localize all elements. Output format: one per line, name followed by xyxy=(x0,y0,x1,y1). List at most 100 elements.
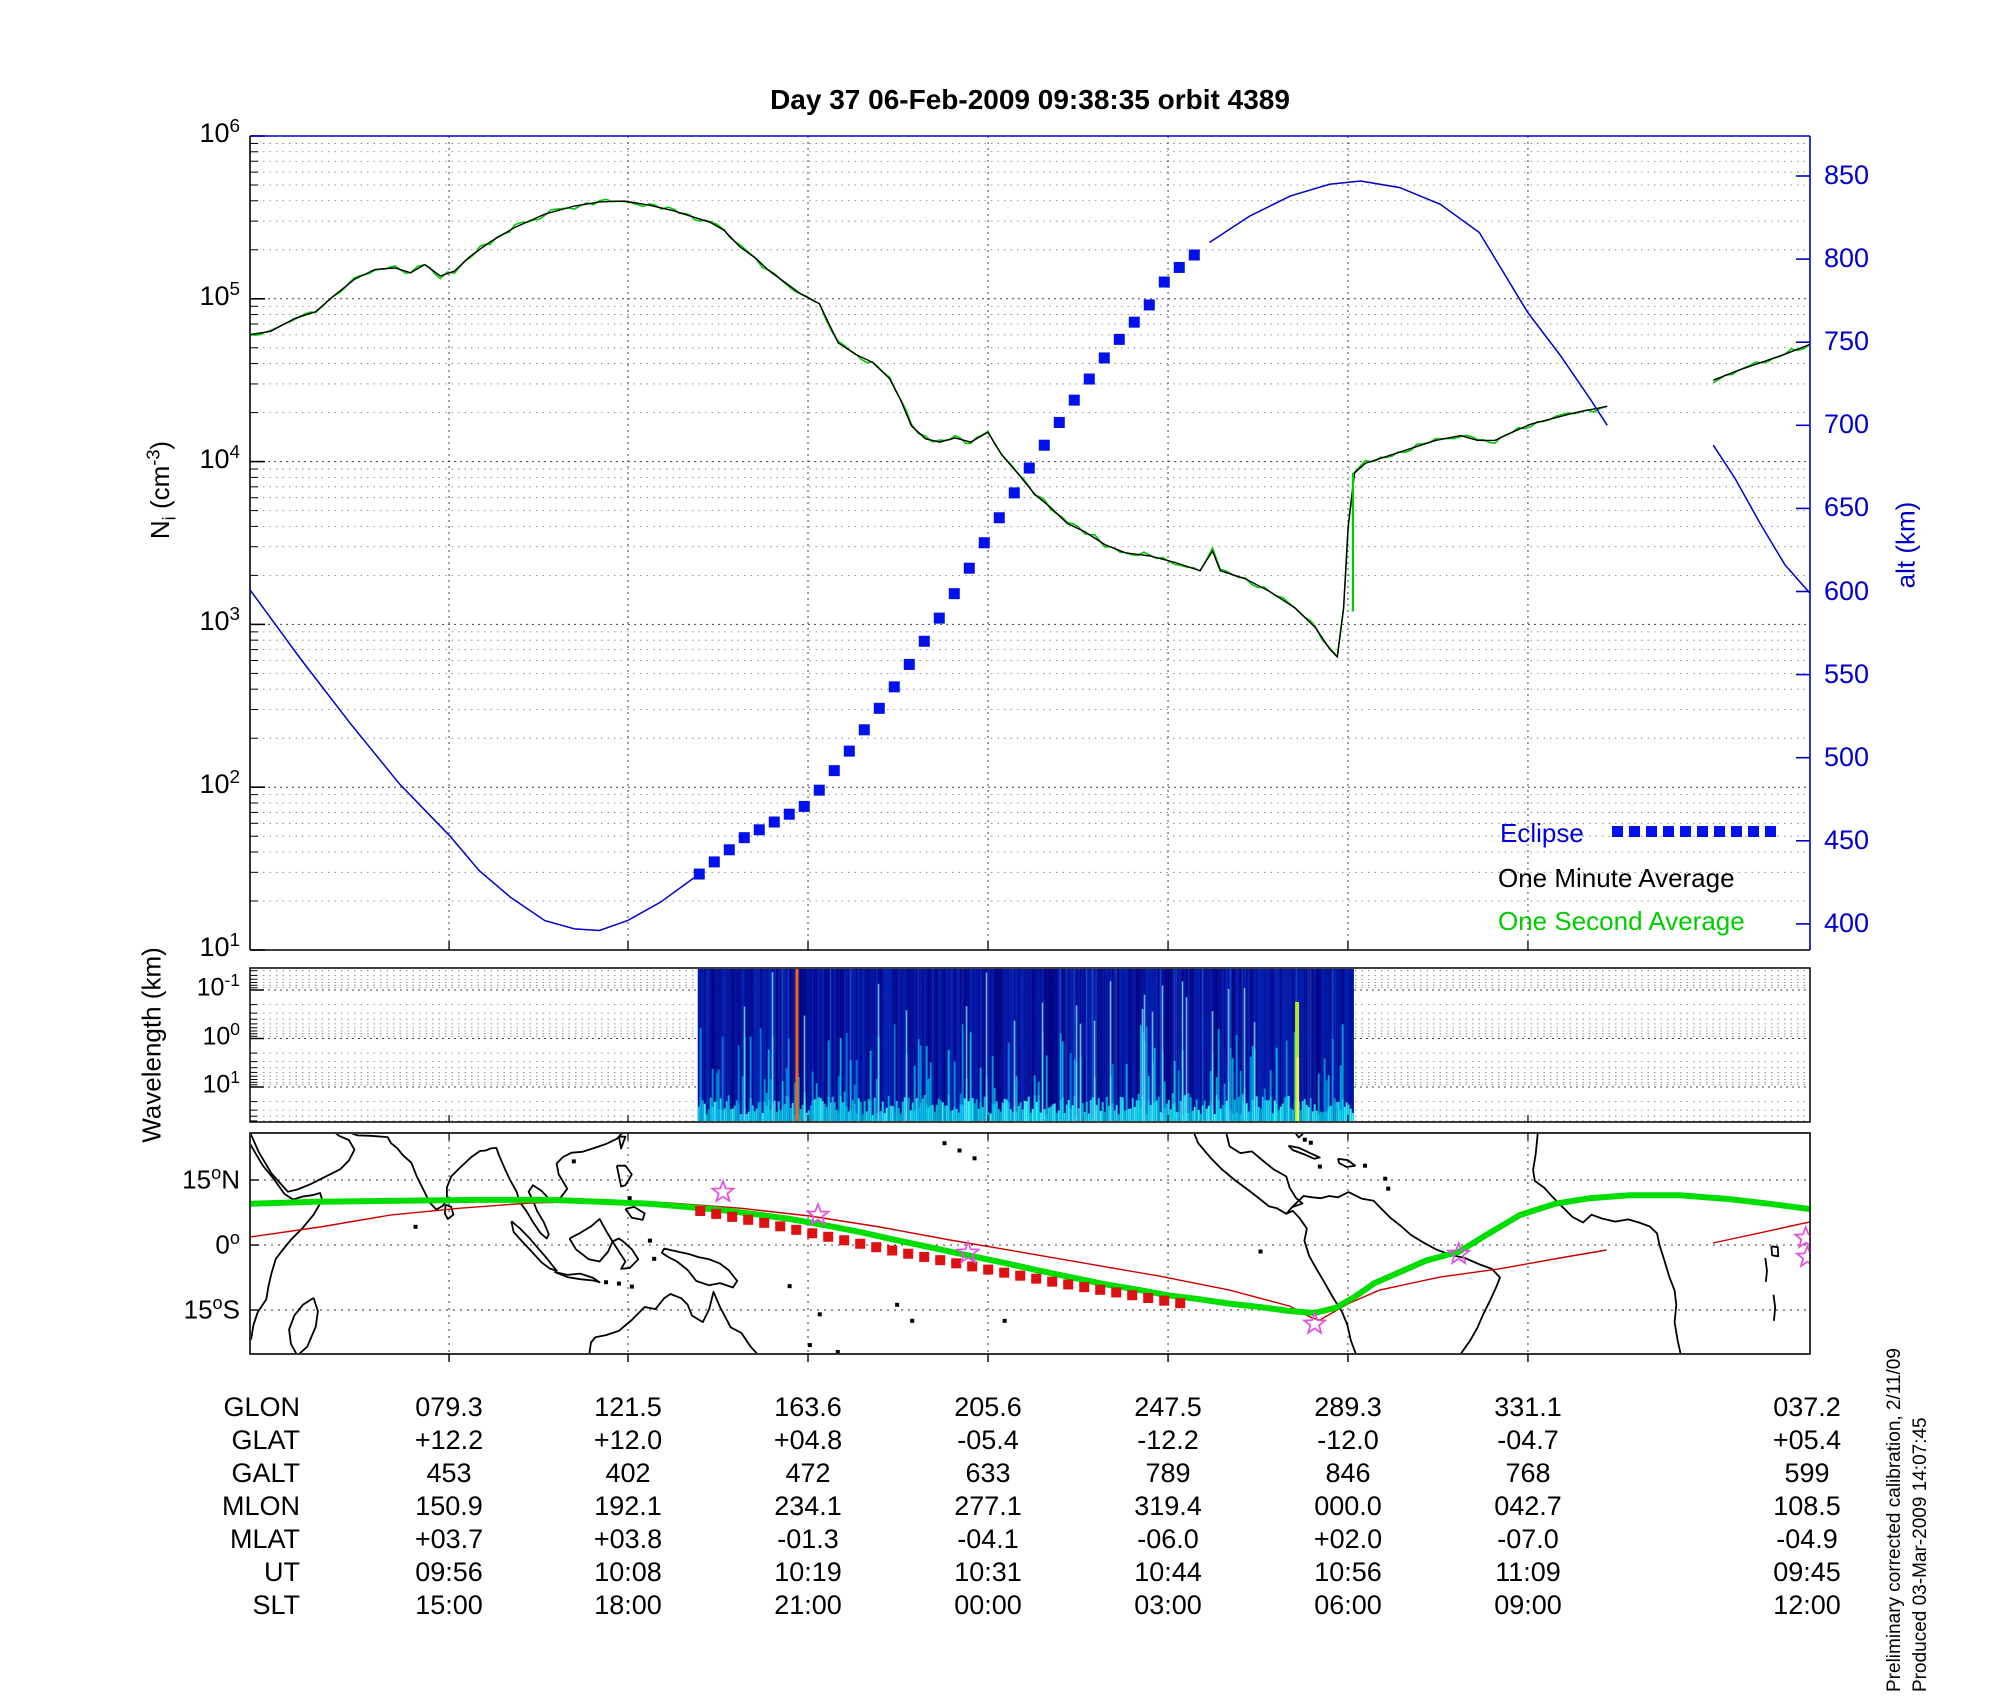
spec-col xyxy=(1193,969,1196,1121)
coastline-hispaniola xyxy=(1337,1157,1356,1168)
spec-streak xyxy=(1231,1058,1234,1121)
spec-col xyxy=(857,969,860,1121)
spec-band xyxy=(805,1112,808,1121)
spec-band xyxy=(891,1106,894,1121)
spec-col xyxy=(841,969,844,1121)
table-cell-slt: 06:00 xyxy=(1314,1590,1382,1620)
spec-col xyxy=(1159,969,1162,1121)
spec-streak xyxy=(1209,1070,1212,1121)
spec-col xyxy=(983,969,986,1121)
spec-streak xyxy=(1145,1026,1148,1121)
coastline-taiwan xyxy=(618,1135,627,1150)
table-row-label-glat: GLAT xyxy=(231,1425,300,1455)
spec-col xyxy=(1347,969,1350,1121)
spec-streak xyxy=(961,1024,964,1121)
spec-col xyxy=(1043,969,1046,1121)
spec-col xyxy=(1005,969,1008,1121)
spec-band xyxy=(883,1113,886,1121)
spec-col xyxy=(1283,969,1286,1121)
spec-band xyxy=(967,1101,970,1121)
spec-col xyxy=(1137,969,1140,1121)
island-dot xyxy=(1258,1249,1263,1254)
spec-streak xyxy=(925,1046,928,1121)
map-eclipse-marker xyxy=(935,1255,946,1266)
map-lat-label: 0o xyxy=(215,1228,240,1260)
spec-faint-col xyxy=(1173,969,1176,1121)
map-content xyxy=(251,1134,1809,1353)
spec-col xyxy=(851,969,854,1121)
spec-col xyxy=(1309,969,1312,1121)
eclipse-marker xyxy=(1143,299,1155,311)
map-eclipse-marker xyxy=(1047,1276,1058,1287)
spec-band xyxy=(697,1106,700,1121)
spec-band xyxy=(973,1103,976,1121)
eclipse-marker xyxy=(1128,316,1140,328)
spec-faint-col xyxy=(1115,969,1118,1121)
spec-col xyxy=(1121,969,1124,1121)
spectrogram-image xyxy=(697,969,1354,1121)
map-eclipse-marker xyxy=(919,1251,930,1262)
island-dot xyxy=(604,1280,609,1285)
legend-eclipse-marker xyxy=(1680,826,1691,837)
island-dot xyxy=(1386,1186,1391,1191)
spec-band xyxy=(847,1111,850,1121)
spec-streak xyxy=(1173,1060,1176,1121)
spec-streak xyxy=(797,1076,800,1121)
spec-col xyxy=(1045,969,1048,1121)
spec-band xyxy=(725,1101,728,1121)
spec-band xyxy=(977,1108,980,1121)
spec-streak xyxy=(1285,1040,1288,1121)
map-lat-label: 15oN xyxy=(182,1163,240,1195)
spec-faint-col xyxy=(1059,969,1062,1121)
spec-col xyxy=(1055,969,1058,1121)
spec-band xyxy=(1097,1098,1100,1121)
spec-col xyxy=(1091,969,1094,1121)
spec-band xyxy=(1299,1110,1302,1121)
spec-col xyxy=(1025,969,1028,1121)
spec-band xyxy=(1169,1109,1172,1121)
spec-col xyxy=(1003,969,1006,1121)
spec-band xyxy=(739,1114,742,1121)
alt-tick-label: 450 xyxy=(1824,824,1870,855)
spec-band xyxy=(1277,1110,1280,1121)
spec-col xyxy=(719,969,722,1121)
spec-tall-streak xyxy=(1143,994,1146,1121)
eclipse-marker xyxy=(753,824,765,836)
eclipse-marker xyxy=(693,868,705,880)
spec-band xyxy=(1245,1103,1248,1121)
coastline-lake_malawi xyxy=(1772,1294,1777,1321)
spec-band xyxy=(1247,1111,1250,1121)
table-row-label-galt: GALT xyxy=(231,1458,300,1488)
spec-special-streak xyxy=(1296,1057,1299,1121)
spec-col xyxy=(1223,969,1226,1121)
spec-band xyxy=(1347,1104,1350,1121)
spec-band xyxy=(1257,1106,1260,1121)
ephemeris-star-marker xyxy=(1445,1240,1472,1266)
island-dot xyxy=(1002,1318,1007,1323)
spec-col xyxy=(901,969,904,1121)
spec-streak xyxy=(1249,1056,1252,1121)
map-eclipse-marker xyxy=(1063,1279,1074,1290)
spec-col xyxy=(933,969,936,1121)
island-dot xyxy=(627,1196,632,1201)
eclipse-marker xyxy=(1068,394,1080,406)
spec-band xyxy=(907,1097,910,1121)
spec-col xyxy=(723,969,726,1121)
spec-band xyxy=(1129,1108,1132,1121)
spec-col xyxy=(1195,969,1198,1121)
spec-tall-streak xyxy=(965,1006,968,1121)
map-eclipse-marker xyxy=(695,1205,706,1216)
spec-tall-streak xyxy=(1161,985,1164,1121)
spec-band xyxy=(1279,1106,1282,1121)
spec-tall-streak xyxy=(1075,1005,1078,1121)
spec-col xyxy=(1201,969,1204,1121)
spec-streak xyxy=(1239,1070,1242,1121)
spec-col xyxy=(1299,969,1302,1121)
eclipse-marker xyxy=(1173,261,1185,273)
spec-col xyxy=(823,969,826,1121)
spec-col xyxy=(1123,969,1126,1121)
spec-band xyxy=(903,1097,906,1121)
map-eclipse-marker xyxy=(1143,1293,1154,1304)
ni-tick-label: 103 xyxy=(199,604,240,637)
eclipse-marker xyxy=(783,808,795,820)
